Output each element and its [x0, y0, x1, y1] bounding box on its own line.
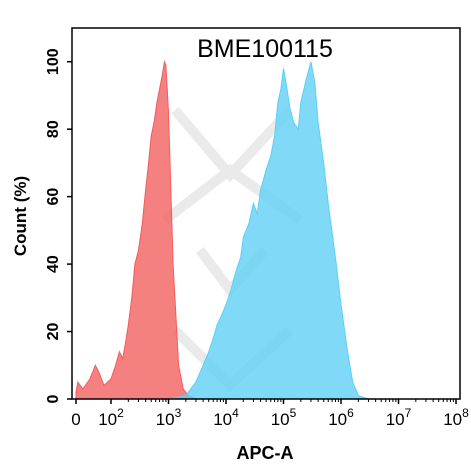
histogram-series-2 — [168, 61, 369, 400]
y-tick-label: 0 — [45, 394, 62, 403]
x-tick-label: 107 — [386, 406, 412, 429]
x-tick-label: 108 — [443, 406, 469, 429]
x-tick-label: 102 — [98, 406, 124, 429]
y-axis-label: Count (%) — [11, 176, 30, 256]
x-tick-label: 104 — [213, 406, 239, 429]
chart-title: BME100115 — [197, 35, 333, 63]
series-layer — [75, 59, 369, 400]
y-tick-label: 20 — [45, 323, 62, 341]
y-tick-label: 60 — [45, 188, 62, 206]
x-tick-label: 105 — [271, 406, 297, 429]
y-tick-label: 100 — [45, 48, 62, 75]
x-tick-label: 103 — [156, 406, 182, 429]
x-axis-label: APC-A — [237, 443, 294, 463]
x-tick-label: 0 — [71, 410, 80, 429]
y-tick-label: 80 — [45, 120, 62, 138]
y-tick-label: 40 — [45, 255, 62, 273]
histogram-series-1 — [75, 59, 197, 400]
x-tick-label: 106 — [328, 406, 354, 429]
